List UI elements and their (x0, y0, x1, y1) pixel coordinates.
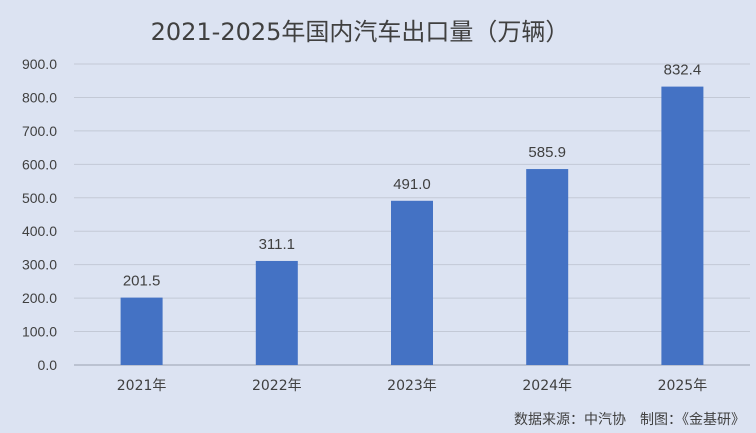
data-label: 832.4 (664, 62, 702, 79)
y-tick-label: 500.0 (22, 190, 57, 206)
bars (120, 86, 704, 365)
y-tick-label: 800.0 (22, 89, 57, 105)
x-tick-label: 2023年 (387, 378, 437, 394)
data-labels: 201.5 311.1 491.0 585.9 832.4 (123, 62, 701, 290)
y-tick-label: 400.0 (22, 223, 57, 239)
y-tick-label: 900.0 (22, 56, 57, 72)
bar-4 (526, 169, 569, 365)
source-note: 数据来源：中汽协 制图：《金基研》 (514, 411, 745, 428)
data-label: 311.1 (259, 236, 295, 253)
data-label: 491.0 (393, 176, 431, 193)
chart-title: 2021-2025年国内汽车出口量（万辆） (151, 18, 570, 46)
bar-5 (661, 86, 704, 365)
data-label: 585.9 (528, 144, 566, 161)
x-tick-label: 2024年 (522, 378, 572, 394)
y-tick-label: 600.0 (22, 156, 57, 172)
data-label: 201.5 (123, 273, 161, 290)
bar-1 (120, 297, 163, 365)
bar-3 (391, 200, 433, 365)
x-tick-label: 2021年 (117, 378, 167, 394)
x-axis-ticks: 2021年 2022年 2023年 2024年 2025年 (117, 378, 707, 394)
bar-2 (255, 260, 298, 365)
y-tick-label: 100.0 (22, 324, 57, 340)
y-tick-label: 200.0 (22, 290, 57, 306)
x-tick-label: 2022年 (252, 378, 302, 394)
y-tick-label: 700.0 (22, 123, 57, 139)
y-axis-ticks: 0.0 100.0 200.0 300.0 400.0 500.0 600.0 700.0 80… (22, 56, 57, 373)
y-tick-label: 0.0 (38, 357, 58, 373)
y-tick-label: 300.0 (22, 257, 57, 273)
x-tick-label: 2025年 (658, 378, 708, 394)
